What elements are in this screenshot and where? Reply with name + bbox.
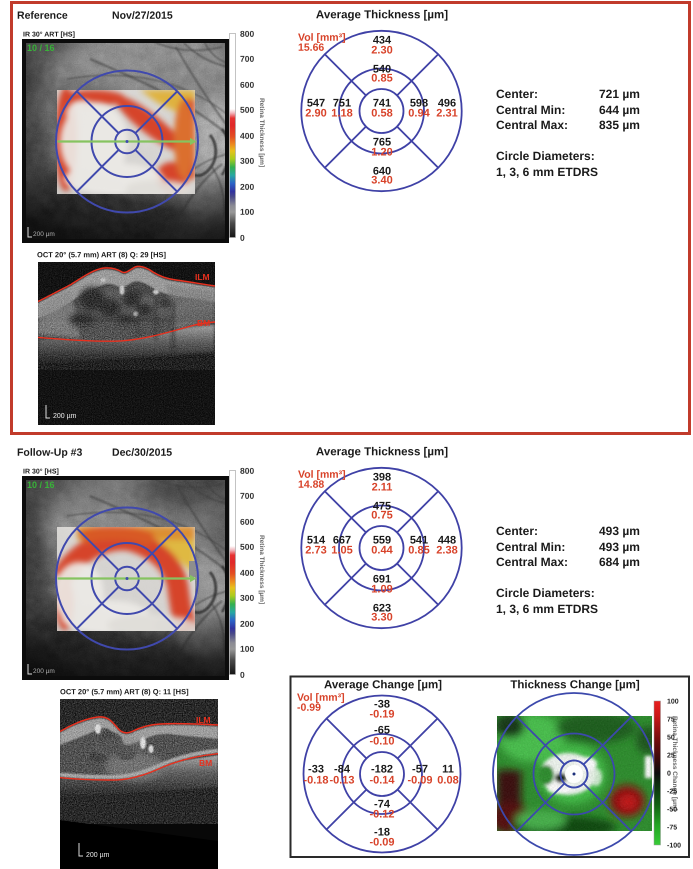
svg-text:10 / 16: 10 / 16 — [27, 480, 55, 490]
svg-text:200 µm: 200 µm — [86, 852, 110, 859]
svg-text:BM: BM — [197, 318, 210, 328]
svg-text:BM: BM — [199, 758, 212, 768]
svg-text:10 / 16: 10 / 16 — [27, 43, 55, 53]
svg-text:ILM: ILM — [195, 272, 210, 282]
svg-text:200 µm: 200 µm — [33, 231, 55, 238]
svg-text:200 µm: 200 µm — [33, 668, 55, 675]
svg-text:200 µm: 200 µm — [53, 413, 77, 420]
svg-text:ILM: ILM — [196, 715, 211, 725]
